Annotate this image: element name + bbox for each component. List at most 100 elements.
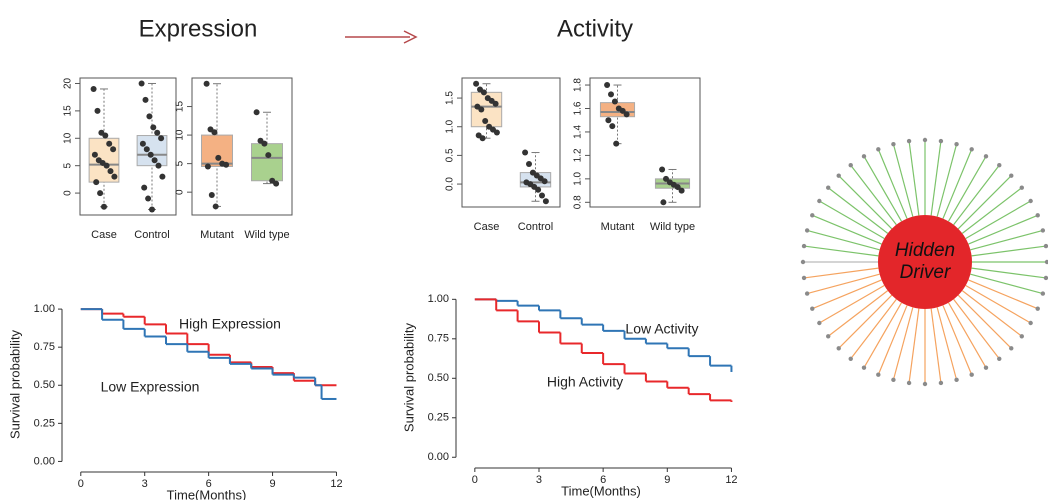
spoke [863,156,903,222]
spoke [942,305,973,375]
point [660,199,667,206]
spoke-end [836,346,841,351]
spoke [947,156,987,222]
point [482,118,489,124]
spoke-end [801,275,807,281]
y-tick-label: 0 [63,190,74,196]
spoke [947,302,987,368]
point [659,166,666,173]
spoke-end [804,228,810,233]
spoke-end [906,380,912,386]
arrow-head [403,30,418,44]
plot-frame [79,77,177,216]
point [146,113,153,120]
spoke [908,140,920,216]
y-axis-label: Survival probability [401,322,416,432]
point [151,157,158,164]
x-tick-label: 6 [600,474,606,486]
spoke [908,308,920,384]
point [150,124,157,131]
y-tick-label: 1.2 [573,148,584,162]
point [203,80,210,87]
spoke [965,200,1031,240]
x-axis-label: Time(Months) [561,483,641,498]
y-tick-label: 0.00 [34,455,55,467]
spoke [892,307,914,380]
point [139,140,146,147]
spoke [965,284,1031,324]
spoke-end [810,306,815,311]
spoke-end [969,147,974,152]
point [473,80,480,87]
series-label: Low Expression [101,379,200,395]
spoke-end [997,163,1002,168]
y-tick-label: 1.00 [34,303,55,315]
y-tick-label: 0.25 [428,412,449,424]
hidden-driver-node [878,215,972,309]
box [201,134,233,167]
spoke-end [954,377,959,383]
spoke [968,279,1038,310]
point [141,184,148,191]
point [103,162,110,169]
point [541,178,548,185]
spoke-end [891,377,896,383]
spoke-end [861,154,867,159]
spoke [803,245,879,257]
y-tick-label: 1.0 [573,171,584,185]
spoke [812,214,882,245]
y-tick-label: 0.75 [34,341,55,353]
spoke [930,308,942,384]
spoke [850,298,897,360]
spoke-end [836,173,841,178]
point [265,152,272,159]
point [94,107,101,114]
point [91,151,98,158]
spoke [827,290,889,337]
y-tick-label: 1.6 [573,101,584,115]
spoke-end [922,137,928,143]
spoke [877,149,908,219]
spoke [936,307,958,380]
y-tick-label: 0.5 [445,148,456,162]
spoke [942,149,973,219]
x-tick-label: 0 [78,478,84,490]
spoke-end [1028,320,1033,326]
spoke-end [969,372,974,377]
point [261,140,268,147]
x-tick-label: Control [518,221,553,233]
spoke [807,229,880,251]
spoke-end [891,141,896,147]
x-tick-label: Case [91,229,117,241]
point [619,107,626,114]
spoke-end [826,334,831,339]
point [526,161,532,167]
spoke-end [804,291,810,296]
hidden-driver-label: Hidden Driver [894,240,956,283]
y-tick-label: 0 [175,189,186,195]
spoke [838,294,893,349]
y-tick-label: 10 [175,129,186,141]
spoke-end [983,365,989,370]
spoke [803,267,879,279]
point [110,146,117,153]
x-tick-label: 12 [330,478,342,490]
spoke-end [848,356,853,361]
spoke-end [1040,228,1046,233]
point [138,80,145,87]
point [101,203,107,210]
spoke-end [1035,213,1040,218]
spoke-end [876,147,881,152]
plot-frame [589,77,701,208]
spoke-end [938,380,944,386]
point [142,96,149,103]
spoke [812,279,882,310]
x-tick-label: Case [474,221,500,233]
x-tick-label: Wild type [244,229,289,241]
spoke-end [817,198,822,204]
point [111,173,118,180]
spoke [961,187,1023,234]
x-tick-label: Control [134,229,169,241]
